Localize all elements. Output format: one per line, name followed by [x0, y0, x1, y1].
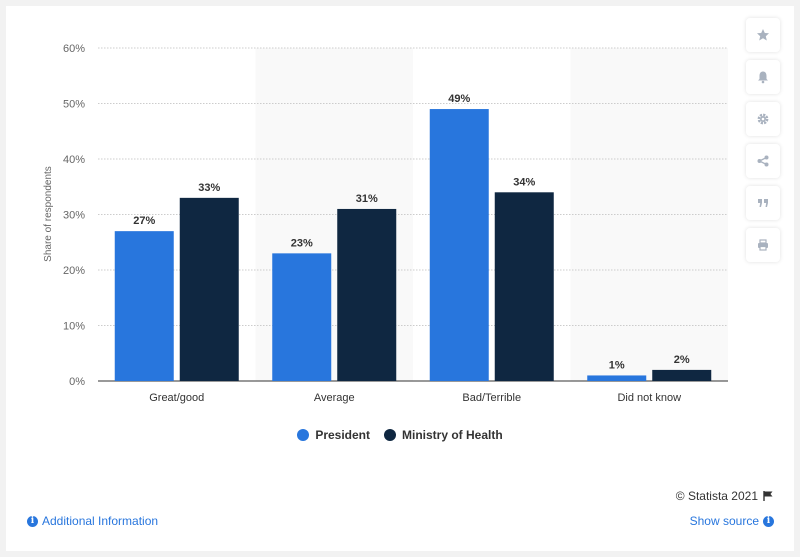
- chart-legend: President Ministry of Health: [0, 428, 800, 442]
- y-axis-label: Share of respondents: [43, 166, 54, 262]
- y-tick-label: 40%: [63, 154, 85, 166]
- favorite-button[interactable]: [746, 18, 780, 52]
- print-button[interactable]: [746, 228, 780, 262]
- legend-item-president[interactable]: President: [297, 428, 370, 442]
- settings-button[interactable]: [746, 102, 780, 136]
- x-axis-ticks: Great/good Average Bad/Terrible Did not kno…: [149, 392, 681, 404]
- share-icon: [757, 155, 769, 167]
- x-tick-label: Average: [314, 392, 355, 404]
- data-labels: 27% 33% 23% 31% 49% 34% 1% 2%: [133, 93, 690, 371]
- gear-icon: [757, 113, 769, 125]
- legend-item-ministry-of-health[interactable]: Ministry of Health: [384, 428, 503, 442]
- additional-information-label: Additional Information: [42, 514, 159, 528]
- x-tick-label: Bad/Terrible: [462, 392, 521, 404]
- bar-ministry-of-health-great-good[interactable]: [179, 197, 239, 381]
- bar-president-did-not-know[interactable]: [587, 375, 647, 381]
- print-icon: [758, 239, 768, 251]
- data-label: 49%: [448, 93, 470, 105]
- legend-marker-ministry-of-health: [384, 429, 396, 441]
- additional-information-link[interactable]: i Additional Information: [27, 514, 158, 528]
- bar-ministry-of-health-average[interactable]: [337, 208, 397, 381]
- toolbar-sidebar: [746, 18, 780, 262]
- bar-president-average[interactable]: [272, 253, 332, 381]
- info-icon: i: [27, 515, 38, 527]
- data-label: 27%: [133, 215, 155, 227]
- data-label: 31%: [356, 193, 378, 205]
- flag-icon: [763, 491, 773, 501]
- x-tick-label: Did not know: [617, 392, 681, 404]
- info-icon: i: [763, 515, 774, 527]
- show-source-link[interactable]: Show source i: [690, 514, 774, 528]
- y-tick-label: 60%: [63, 43, 85, 55]
- y-tick-label: 20%: [63, 265, 85, 277]
- quote-icon: [758, 199, 768, 207]
- legend-label-ministry-of-health: Ministry of Health: [402, 428, 503, 442]
- y-tick-label: 50%: [63, 99, 85, 111]
- data-label: 1%: [609, 359, 625, 371]
- data-label: 33%: [198, 182, 220, 194]
- star-icon: [757, 29, 769, 41]
- cite-button[interactable]: [746, 186, 780, 220]
- bar-president-bad-terrible[interactable]: [429, 109, 489, 382]
- bar-ministry-of-health-did-not-know[interactable]: [652, 369, 712, 381]
- bell-icon: [758, 71, 768, 84]
- legend-label-president: President: [315, 428, 370, 442]
- y-tick-label: 0%: [69, 376, 85, 388]
- data-label: 2%: [674, 354, 690, 366]
- legend-marker-president: [297, 429, 310, 441]
- statista-credit[interactable]: © Statista 2021: [676, 489, 774, 503]
- share-button[interactable]: [746, 144, 780, 178]
- bar-president-great-good[interactable]: [114, 231, 174, 381]
- y-tick-label: 30%: [63, 210, 85, 222]
- notification-button[interactable]: [746, 60, 780, 94]
- data-label: 34%: [513, 176, 535, 188]
- bar-ministry-of-health-bad-terrible[interactable]: [494, 192, 554, 381]
- credit-text: © Statista 2021: [675, 489, 758, 503]
- y-axis-ticks: 0% 10% 20% 30% 40% 50% 60%: [63, 43, 85, 388]
- bars: [114, 109, 712, 382]
- y-tick-label: 10%: [63, 321, 85, 333]
- x-tick-label: Great/good: [149, 392, 204, 404]
- show-source-label: Show source: [689, 514, 759, 528]
- data-label: 23%: [291, 237, 313, 249]
